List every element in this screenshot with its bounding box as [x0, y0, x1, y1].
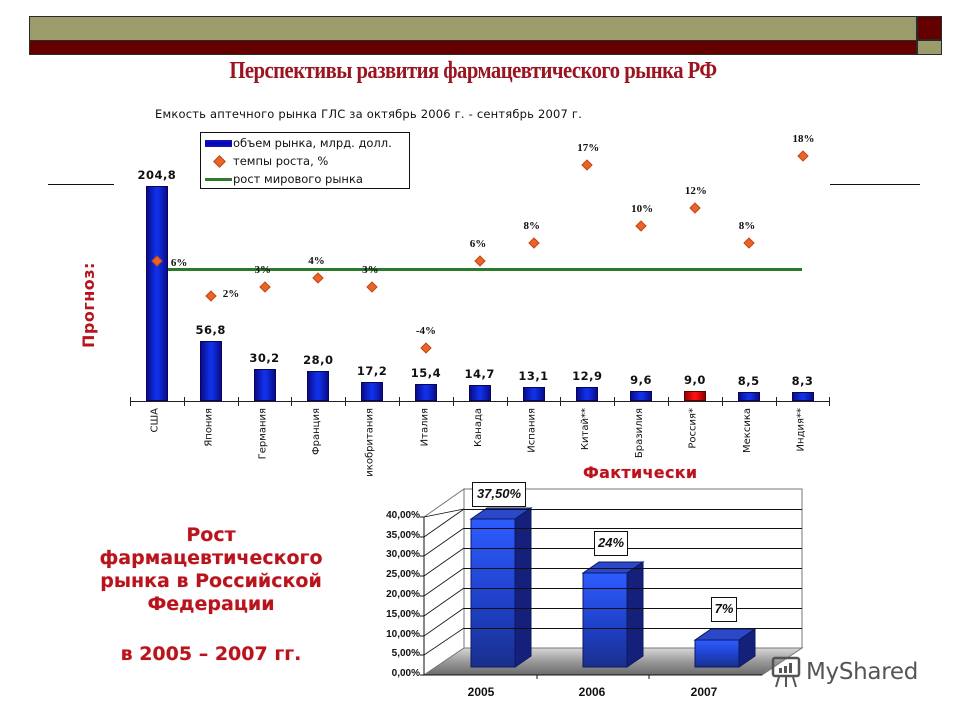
- gridline: [464, 528, 802, 529]
- left-divider-line: [48, 184, 114, 185]
- header-corner-square-olive: [917, 40, 942, 55]
- heading-line: Рост: [186, 524, 236, 546]
- gridline: [464, 568, 802, 569]
- y-tick-label: 15,00%: [386, 609, 420, 620]
- legend-item-world: рост мирового рынка: [205, 170, 363, 188]
- y-tick-label: 0,00%: [391, 668, 420, 679]
- header-olive-bar: [29, 16, 917, 40]
- gridline: [464, 509, 802, 510]
- legend-label: рост мирового рынка: [233, 172, 363, 186]
- header-corner-square-maroon: [917, 16, 942, 40]
- y-tick-label: 10,00%: [386, 629, 420, 640]
- gridline: [464, 628, 802, 629]
- russia-growth-heading: Рост фармацевтического рынка в Российско…: [80, 524, 342, 616]
- legend-label: объем рынка, млрд. долл.: [233, 136, 392, 150]
- y-tick-label: 40,00%: [386, 510, 420, 521]
- legend-item-growth: темпы роста, %: [205, 152, 328, 170]
- y-tick-label: 20,00%: [386, 589, 420, 600]
- top-chart-subtitle: Емкость аптечного рынка ГЛС за октябрь 2…: [155, 107, 582, 121]
- year-label: 2005: [467, 685, 495, 699]
- heading-line: Федерации: [147, 593, 275, 615]
- heading-line: рынка в Российской: [100, 570, 322, 592]
- y-tick-label: 5,00%: [391, 648, 420, 659]
- page-title: Перспективы развития фармацевтического р…: [229, 58, 717, 84]
- gridline: [464, 588, 802, 589]
- myshared-watermark: MyShared: [770, 655, 918, 689]
- legend-item-volume: объем рынка, млрд. долл.: [205, 134, 392, 152]
- watermark-text: MyShared: [806, 659, 919, 685]
- presentation-board-icon: [771, 656, 801, 688]
- line-swatch-icon: [205, 177, 232, 181]
- year-label: 2007: [690, 685, 718, 699]
- actual-label: Фактически: [583, 463, 698, 482]
- y-tick-label: 30,00%: [386, 549, 420, 560]
- y-tick-label: 25,00%: [386, 569, 420, 580]
- value-annotation-2006: 24%: [594, 531, 628, 556]
- gridline: [464, 608, 802, 609]
- header-maroon-bar: [29, 40, 917, 55]
- gridline: [464, 548, 802, 549]
- heading-line: фармацевтического: [99, 547, 323, 569]
- y-tick-label: 35,00%: [386, 530, 420, 541]
- value-annotation-2005: 37,50%: [472, 482, 526, 507]
- legend-label: темпы роста, %: [233, 154, 329, 168]
- russia-growth-years: в 2005 – 2007 гг.: [120, 643, 302, 665]
- value-annotation-2007: 7%: [711, 597, 737, 622]
- bar-swatch-icon: [205, 139, 232, 147]
- year-label: 2006: [578, 685, 606, 699]
- chart-legend: объем рынка, млрд. долл. темпы роста, % …: [200, 132, 410, 189]
- right-divider-line: [830, 184, 920, 185]
